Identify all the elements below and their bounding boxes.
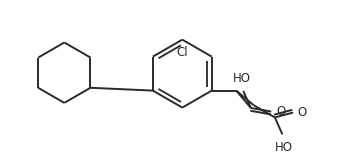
Text: Cl: Cl	[177, 46, 188, 59]
Text: O: O	[298, 106, 307, 119]
Text: HO: HO	[232, 72, 250, 85]
Text: HO: HO	[275, 141, 293, 154]
Text: O: O	[276, 105, 285, 118]
